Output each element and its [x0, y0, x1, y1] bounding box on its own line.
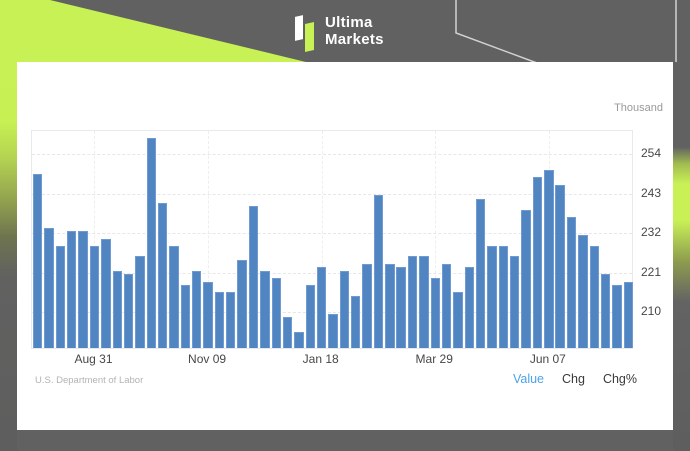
bar[interactable]: [33, 173, 43, 348]
logo-bars-icon: [294, 15, 318, 53]
bar[interactable]: [441, 263, 452, 348]
bar[interactable]: [78, 231, 88, 348]
bar[interactable]: [89, 245, 100, 348]
bar[interactable]: [305, 285, 315, 348]
ultima-markets-logo: Ultima Markets: [294, 12, 384, 53]
bar-chart-plot-area: [31, 130, 634, 349]
bar[interactable]: [203, 281, 213, 348]
bar[interactable]: [464, 267, 474, 348]
bar[interactable]: [192, 270, 202, 348]
logo-line2: Markets: [325, 31, 384, 48]
green-wedge-decoration: [0, 0, 310, 63]
bar[interactable]: [544, 170, 554, 348]
bar[interactable]: [339, 270, 350, 348]
bar[interactable]: [510, 256, 520, 348]
bar[interactable]: [532, 177, 543, 348]
bar[interactable]: [612, 285, 622, 348]
bar[interactable]: [67, 231, 77, 348]
bar[interactable]: [260, 270, 270, 348]
bar[interactable]: [351, 295, 361, 348]
bar[interactable]: [600, 274, 611, 348]
bar[interactable]: [498, 245, 509, 348]
chart-card: Thousand 254 243 232 221 210 Aug 31 Nov 09 Jan…: [17, 62, 673, 430]
bar[interactable]: [123, 274, 134, 348]
v-gridline: [435, 131, 437, 348]
bar[interactable]: [475, 199, 486, 348]
h-gridline: [32, 233, 632, 235]
bar[interactable]: [521, 209, 531, 348]
source-attribution: U.S. Department of Labor: [35, 375, 144, 386]
bar[interactable]: [373, 195, 384, 348]
tab-value[interactable]: Value: [512, 372, 545, 386]
x-tick-label: Aug 31: [74, 352, 113, 366]
y-tick-label: 254: [641, 146, 662, 161]
bar[interactable]: [55, 245, 66, 348]
logo-line1: Ultima: [325, 14, 373, 31]
logo-wordmark: Ultima Markets: [325, 14, 384, 48]
bar[interactable]: [453, 292, 463, 348]
bar[interactable]: [623, 281, 634, 348]
bar[interactable]: [566, 216, 577, 348]
bar[interactable]: [396, 267, 406, 348]
v-gridline: [321, 131, 323, 348]
x-tick-label: Jan 18: [302, 352, 339, 366]
bar[interactable]: [248, 206, 259, 348]
h-gridline: [32, 154, 632, 156]
bar[interactable]: [578, 234, 588, 348]
y-tick-label: 232: [641, 225, 662, 240]
bar[interactable]: [271, 278, 281, 348]
bar[interactable]: [112, 270, 122, 348]
x-tick-label: Nov 09: [188, 352, 227, 366]
bar[interactable]: [487, 245, 497, 348]
tab-chg[interactable]: Chg%: [602, 372, 637, 386]
bar[interactable]: [407, 256, 418, 348]
tab-chg[interactable]: Chg: [562, 372, 585, 386]
bar[interactable]: [146, 137, 156, 348]
bar[interactable]: [294, 331, 304, 348]
y-tick-label: 210: [641, 304, 662, 319]
bar[interactable]: [282, 317, 293, 348]
bar[interactable]: [169, 245, 179, 348]
bar[interactable]: [226, 292, 236, 348]
bar[interactable]: [237, 260, 247, 348]
bar[interactable]: [419, 256, 429, 348]
bar[interactable]: [214, 292, 225, 348]
bar[interactable]: [589, 245, 599, 348]
h-gridline: [32, 312, 632, 314]
v-gridline: [208, 131, 210, 348]
y-tick-label: 243: [641, 185, 662, 200]
bar[interactable]: [44, 227, 54, 348]
bar[interactable]: [362, 263, 372, 348]
x-tick-label: Jun 07: [529, 352, 566, 366]
bar[interactable]: [328, 313, 338, 348]
y-tick-label: 221: [641, 264, 662, 279]
bar[interactable]: [316, 267, 327, 348]
h-gridline: [32, 193, 632, 195]
bar[interactable]: [157, 202, 168, 348]
right-accent-strip: [673, 62, 690, 451]
chart-mode-tabs: Value Chg Chg%: [513, 372, 637, 386]
bar[interactable]: [101, 238, 111, 348]
bar[interactable]: [555, 184, 565, 348]
left-accent-strip: [0, 62, 17, 451]
bar[interactable]: [430, 278, 440, 348]
v-gridline: [94, 131, 96, 348]
bar[interactable]: [135, 256, 145, 348]
h-gridline: [32, 272, 632, 274]
bar[interactable]: [180, 285, 191, 348]
bar[interactable]: [385, 263, 395, 348]
y-axis-unit-label: Thousand: [614, 102, 663, 114]
x-tick-label: Mar 29: [415, 352, 453, 366]
